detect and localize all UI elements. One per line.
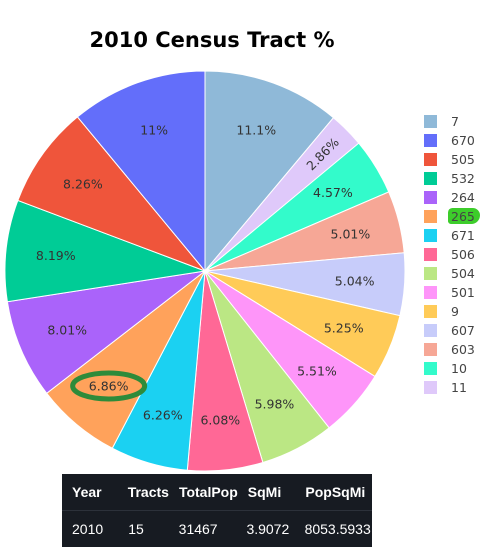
pie-slice-670 [76, 70, 206, 273]
table-row: 2010 15 31467 3.9072 8053.5933 [62, 511, 372, 547]
legend-label: 9 [451, 304, 459, 319]
legend-label: 11 [451, 380, 467, 395]
hand-drawn-highlight [70, 370, 148, 402]
table-cell: 8053.5933 [304, 521, 371, 537]
hand-drawn-highlight [448, 208, 480, 224]
legend-swatch [424, 381, 437, 394]
legend-item-7[interactable]: 7 [424, 112, 500, 131]
legend-item-264[interactable]: 264 [424, 188, 500, 207]
pie-slices [4, 70, 406, 472]
legend-swatch [424, 191, 437, 204]
slice-label-506: 6.08% [200, 413, 240, 428]
pie-slice-264 [6, 270, 206, 394]
table-cell: 31467 [178, 521, 218, 537]
legend-item-10[interactable]: 10 [424, 359, 500, 378]
legend-item-532[interactable]: 532 [424, 169, 500, 188]
legend-label: 10 [451, 361, 467, 376]
pie-slice-7 [204, 70, 335, 273]
pie-chart: 11.1%2.86%4.57%5.01%5.04%5.25%5.51%5.98%… [4, 70, 406, 472]
legend-label: 7 [451, 114, 459, 129]
chart-title: 2010 Census Tract % [89, 28, 335, 52]
slice-label-7: 11.1% [236, 123, 276, 138]
summary-table: Year Tracts TotalPop SqMi PopSqMi 2010 15 3146… [62, 474, 372, 547]
legend-item-670[interactable]: 670 [424, 131, 500, 150]
legend-swatch [424, 324, 437, 337]
legend-swatch [424, 210, 437, 223]
slice-label-10: 4.57% [313, 185, 353, 200]
slice-label-501: 5.51% [297, 363, 337, 378]
table-header-row: Year Tracts TotalPop SqMi PopSqMi [62, 474, 372, 511]
legend-item-9[interactable]: 9 [424, 302, 500, 321]
legend-label: 671 [451, 228, 475, 243]
table-cell: 2010 [72, 521, 104, 537]
legend-item-671[interactable]: 671 [424, 226, 500, 245]
legend-swatch [424, 172, 437, 185]
legend-label: 504 [451, 266, 475, 281]
legend-item-501[interactable]: 501 [424, 283, 500, 302]
legend-swatch [424, 248, 437, 261]
legend-label: 670 [451, 133, 475, 148]
legend-swatch [424, 362, 437, 375]
table-header-cell: SqMi [247, 484, 282, 500]
legend-label: 501 [451, 285, 475, 300]
slice-label-504: 5.98% [255, 396, 295, 411]
legend-item-11[interactable]: 11 [424, 378, 500, 397]
slice-label-671: 6.26% [143, 407, 183, 422]
legend-swatch [424, 267, 437, 280]
slice-label-603: 5.01% [331, 227, 371, 242]
slice-label-670: 11% [140, 122, 168, 137]
legend-item-607[interactable]: 607 [424, 321, 500, 340]
legend-item-265[interactable]: 265 [424, 207, 500, 226]
slice-label-505: 8.26% [63, 176, 103, 191]
table-cell: 15 [128, 521, 144, 537]
table-cell: 3.9072 [246, 521, 290, 537]
legend-item-504[interactable]: 504 [424, 264, 500, 283]
slice-label-532: 8.19% [36, 248, 76, 263]
slice-label-9: 5.25% [324, 321, 364, 336]
table-header-cell: Year [72, 484, 102, 500]
legend-label: 505 [451, 152, 475, 167]
legend-item-505[interactable]: 505 [424, 150, 500, 169]
legend-item-506[interactable]: 506 [424, 245, 500, 264]
slice-label-265: 6.86% [89, 378, 129, 393]
table-header-cell: Tracts [127, 484, 169, 500]
legend-swatch [424, 286, 437, 299]
legend-label: 265 [451, 209, 475, 224]
table-header-cell: PopSqMi [305, 484, 366, 500]
legend-swatch [424, 229, 437, 242]
legend-swatch [424, 153, 437, 166]
legend-label: 264 [451, 190, 475, 205]
slice-label-607: 5.04% [335, 274, 375, 289]
legend-item-603[interactable]: 603 [424, 340, 500, 359]
legend-label: 603 [451, 342, 475, 357]
legend-swatch [424, 343, 437, 356]
pie-slice-505 [17, 116, 207, 273]
legend-swatch [424, 305, 437, 318]
legend: 7 670 505 532 264 265 671 506 504 501 9 607 603 10 11 [424, 112, 500, 397]
legend-swatch [424, 134, 437, 147]
legend-label: 506 [451, 247, 475, 262]
pie-slice-532 [4, 199, 207, 303]
legend-label: 607 [451, 323, 475, 338]
slice-label-264: 8.01% [47, 323, 87, 338]
table-header-cell: TotalPop [178, 484, 238, 500]
legend-swatch [424, 115, 437, 128]
legend-label: 532 [451, 171, 475, 186]
